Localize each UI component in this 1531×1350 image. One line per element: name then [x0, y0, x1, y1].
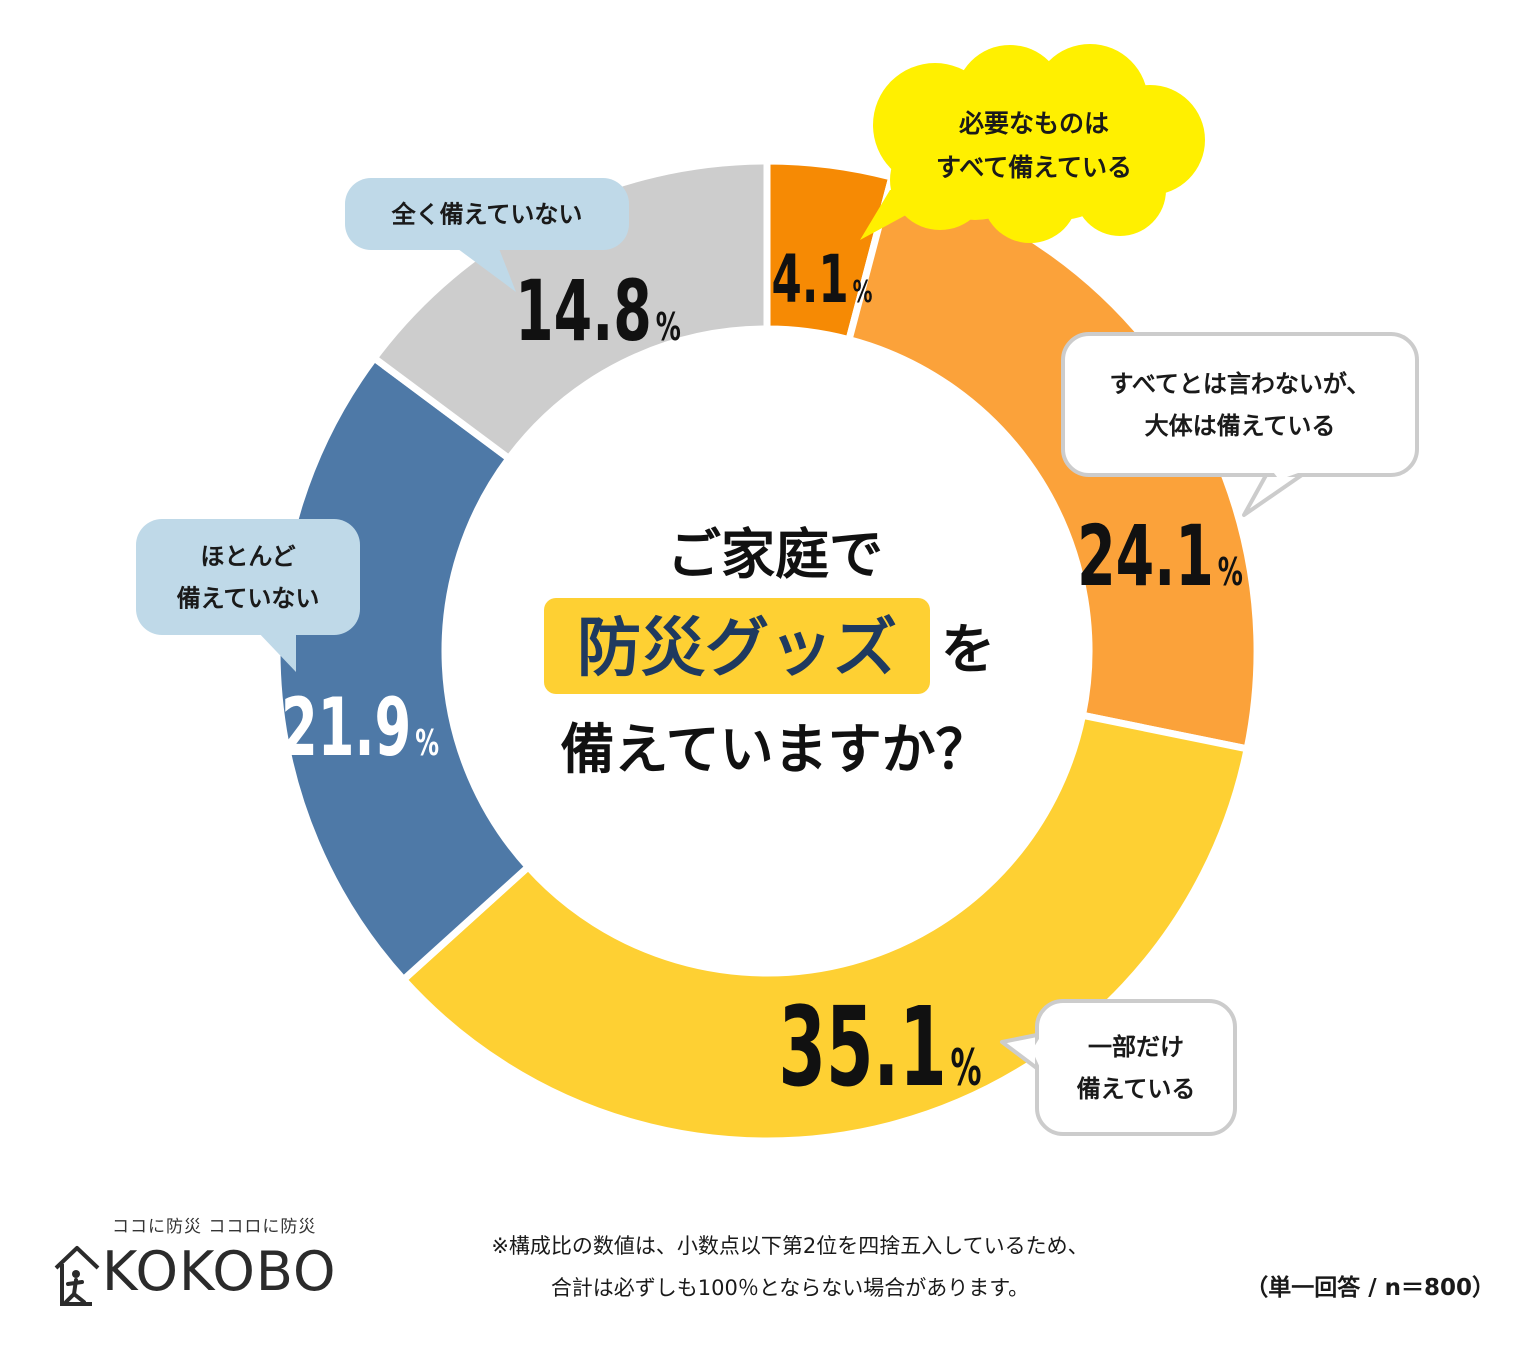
percent-sign-1: %: [1218, 550, 1243, 595]
percent-sign-3: %: [415, 723, 439, 764]
bubble-3-line-1: 備えていない: [177, 585, 320, 613]
kokobo-logo: ココに防災 ココロに防災 KOKOBO: [52, 1212, 372, 1312]
bubble-1-line-1: 大体は備えている: [1145, 412, 1336, 440]
donut-chart: 必要なものはすべて備えているすべてとは言わないが、大体は備えている一部だけ備えて…: [136, 44, 1419, 1141]
percent-sign-2: %: [950, 1038, 981, 1097]
percent-value-3: 21.9: [281, 681, 411, 774]
label-bubbles: 必要なものはすべて備えているすべてとは言わないが、大体は備えている一部だけ備えて…: [136, 44, 1419, 1136]
svg-text:4.1%: 4.1%: [772, 242, 873, 319]
bubble-1: すべてとは言わないが、大体は備えている: [1061, 332, 1419, 517]
title-line-1: ご家庭で: [667, 523, 883, 586]
svg-text:14.8%: 14.8%: [515, 262, 681, 360]
percent-label-4: 14.8%: [515, 262, 681, 360]
bubble-4: 全く備えていない: [345, 178, 629, 292]
bubble-3-line-0: ほとんど: [200, 543, 295, 571]
percent-sign-0: %: [853, 274, 873, 309]
footnote-line-2: 合計は必ずしも100％とならない場合があります。: [550, 1276, 1030, 1300]
footnote: ※構成比の数値は、小数点以下第2位を四捨五入しているため、 合計は必ずしも100…: [410, 1225, 1170, 1309]
slice-1: [844, 172, 1261, 753]
bubble-2-line-1: 備えている: [1077, 1075, 1196, 1103]
svg-text:24.1%: 24.1%: [1077, 507, 1243, 605]
bubble-0-line-1: すべて備えている: [936, 153, 1132, 182]
bubble-1-line-0: すべてとは言わないが、: [1110, 370, 1371, 398]
bubble-0-line-0: 必要なものは: [959, 109, 1109, 138]
percent-value-2: 35.1: [778, 983, 946, 1112]
svg-text:35.1%: 35.1%: [778, 983, 981, 1112]
percent-label-1: 24.1%: [1077, 507, 1243, 605]
percent-value-4: 14.8: [515, 262, 652, 360]
title-particle: を: [941, 618, 995, 681]
bubble-2-line-0: 一部だけ: [1088, 1033, 1184, 1061]
percent-label-0: 4.1%: [772, 242, 873, 319]
bubble-4-line-0: 全く備えていない: [391, 201, 583, 229]
title-highlight-box: [544, 598, 930, 694]
logo-tagline: ココに防災 ココロに防災: [112, 1217, 317, 1237]
percent-sign-4: %: [656, 305, 681, 350]
percent-labels: 4.1 %24.1 %35.1%21.9 %14.8%: [281, 242, 1243, 1112]
logo-wordmark: KOKOBO: [102, 1240, 337, 1303]
percent-label-2: 35.1%: [778, 983, 981, 1112]
footnote-line-1: ※構成比の数値は、小数点以下第2位を四捨五入しているため、: [491, 1234, 1089, 1258]
percent-value-0: 4.1: [772, 242, 849, 319]
svg-text:21.9%: 21.9%: [281, 681, 439, 774]
title-line-3: 備えていますか？: [560, 718, 989, 781]
percent-value-1: 24.1: [1077, 507, 1214, 605]
title-highlight-text: 防災グッズ: [577, 612, 897, 686]
slice-3: [273, 353, 534, 985]
percent-label-3: 21.9%: [281, 681, 439, 774]
house-icon: [54, 1246, 100, 1306]
sample-size: （単一回答 / n＝800）: [1245, 1275, 1495, 1301]
